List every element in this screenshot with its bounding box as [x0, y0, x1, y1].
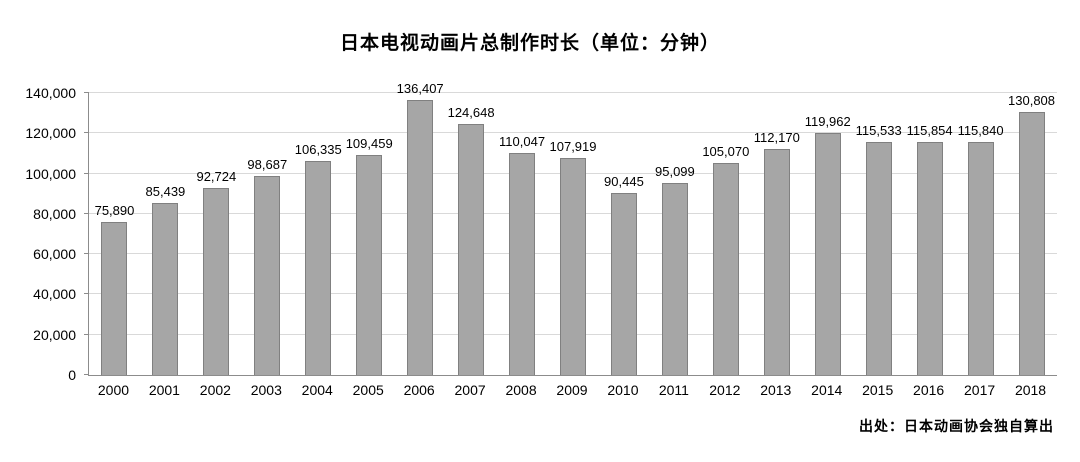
y-axis-tick — [84, 253, 89, 255]
bar-2008 — [509, 153, 536, 375]
bar-2014 — [814, 133, 841, 375]
y-axis-tick — [84, 212, 89, 214]
x-axis-tick-label: 2003 — [250, 382, 282, 398]
x-axis-tick-label: 2015 — [862, 382, 894, 398]
bar-value-label: 98,687 — [247, 157, 288, 173]
x-axis-tick-label: 2010 — [607, 382, 639, 398]
x-axis-tick-label: 2013 — [760, 382, 792, 398]
x-axis: 2000 2001 2002 2003 2004 2005 2006 2007 2008 2009… — [88, 382, 1056, 402]
y-axis-tick-label: 0 — [68, 367, 76, 383]
bar-2011 — [661, 183, 688, 375]
x-axis-tick-label: 2001 — [148, 382, 180, 398]
y-axis-tick — [84, 293, 89, 295]
bar-value-label: 90,445 — [604, 173, 644, 189]
plot-area: 75,890 85,439 92,724 98,687 106,335 109,459 13… — [84, 81, 1057, 376]
x-axis-tick-label: 2012 — [709, 382, 741, 398]
x-axis-tick-label: 2007 — [454, 382, 486, 398]
gridline — [89, 132, 1057, 134]
bar-2010 — [610, 192, 637, 375]
bar-2018 — [1018, 111, 1045, 375]
x-axis-tick-label: 2014 — [811, 382, 843, 398]
bar-2016 — [916, 141, 943, 375]
bar-value-label: 115,854 — [906, 122, 953, 138]
x-axis-tick-label: 2008 — [505, 382, 537, 398]
x-axis-tick-label: 2016 — [913, 382, 945, 398]
bar-2013 — [763, 149, 790, 375]
bar-value-label: 85,439 — [145, 183, 186, 199]
y-axis-tick-label: 20,000 — [33, 326, 76, 343]
source-note: 出处：日本动画协会独自算出 — [859, 418, 1054, 434]
bar-value-label: 115,533 — [855, 123, 902, 139]
x-axis-tick-label: 2006 — [403, 382, 435, 398]
bar-2012 — [712, 163, 739, 375]
y-axis-tick — [84, 132, 89, 134]
y-axis-tick-label: 60,000 — [33, 246, 76, 263]
x-axis-tick-label: 2004 — [301, 382, 333, 398]
gridline — [89, 92, 1057, 93]
bar-2015 — [865, 142, 892, 375]
y-axis-tick-label: 40,000 — [33, 286, 76, 303]
y-axis-tick-label: 80,000 — [33, 205, 76, 222]
bar-value-label: 106,335 — [294, 141, 342, 157]
x-axis-tick-label: 2000 — [97, 382, 130, 398]
x-axis-tick-label: 2002 — [199, 382, 231, 398]
bar-value-label: 115,840 — [957, 122, 1004, 138]
x-axis-tick-label: 2009 — [556, 382, 588, 398]
bar-2004 — [305, 160, 332, 375]
bar-value-label: 107,919 — [549, 138, 597, 154]
bar-value-label: 136,407 — [396, 81, 444, 97]
bar-2007 — [458, 123, 485, 375]
x-axis-tick-label: 2018 — [1014, 382, 1047, 398]
bar-2003 — [254, 176, 281, 375]
x-axis-tick-label: 2005 — [352, 382, 384, 398]
bar-value-label: 110,047 — [499, 134, 546, 150]
bar-value-label: 130,808 — [1008, 92, 1056, 108]
y-axis: 0 20,000 40,000 60,000 80,000 100,000 120,000 1… — [0, 85, 82, 383]
y-axis-tick-label: 100,000 — [25, 165, 76, 182]
bar-value-label: 124,648 — [447, 104, 495, 120]
bar-value-label: 92,724 — [196, 169, 237, 185]
y-axis-tick — [84, 374, 89, 375]
x-axis-tick-label: 2017 — [964, 382, 996, 398]
y-axis-tick — [84, 172, 89, 174]
bar-value-label: 112,170 — [753, 130, 800, 146]
y-axis-tick-label: 120,000 — [25, 125, 76, 142]
bar-2005 — [356, 154, 383, 375]
y-axis-tick-label: 140,000 — [25, 85, 76, 101]
bar-value-label: 109,459 — [345, 135, 393, 151]
bar-2009 — [560, 157, 586, 375]
x-axis-tick-label: 2011 — [658, 382, 689, 398]
bar-value-label: 119,962 — [804, 114, 851, 130]
bar-2006 — [407, 100, 434, 375]
bar-value-label: 105,070 — [702, 144, 750, 160]
chart-title: 日本电视动画片总制作时长（单位：分钟） — [339, 33, 720, 54]
y-axis-tick — [84, 333, 89, 335]
bar-value-label: 95,099 — [655, 164, 695, 180]
bar-2001 — [152, 202, 179, 375]
bar-2002 — [203, 188, 230, 375]
y-axis-tick — [84, 92, 89, 93]
bar-2017 — [967, 141, 994, 375]
bar-2000 — [101, 222, 128, 375]
bar-value-label: 75,890 — [94, 203, 135, 219]
